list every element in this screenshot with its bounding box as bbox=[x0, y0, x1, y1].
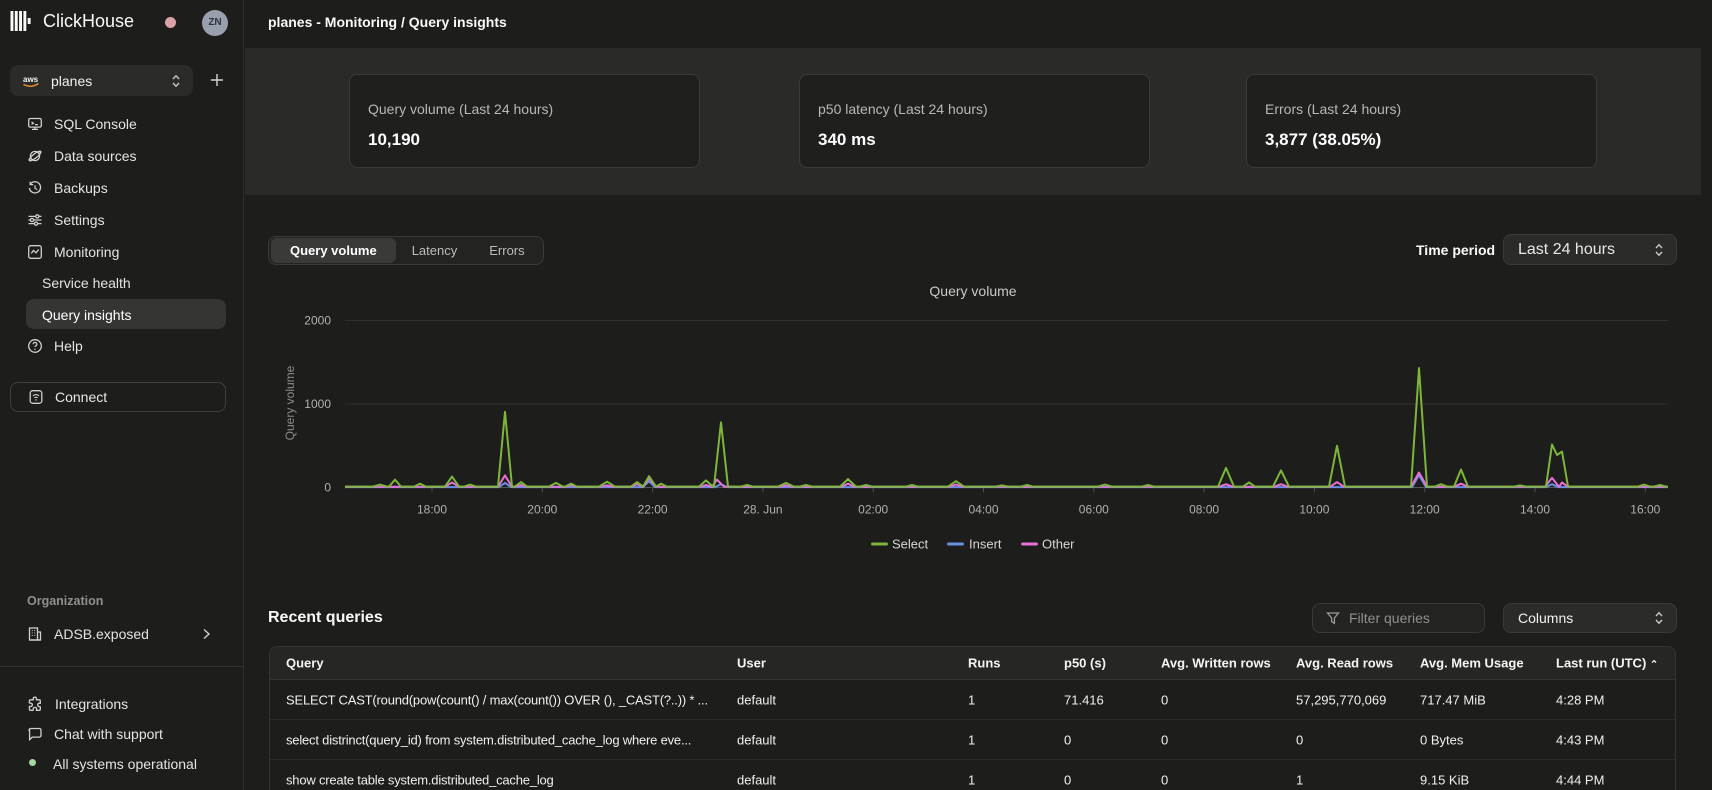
svg-text:28. Jun: 28. Jun bbox=[743, 503, 782, 517]
svg-text:18:00: 18:00 bbox=[417, 503, 447, 517]
svg-text:aws: aws bbox=[23, 75, 39, 84]
svg-text:04:00: 04:00 bbox=[968, 503, 998, 517]
svg-text:Other: Other bbox=[1042, 537, 1075, 552]
svg-text:14:00: 14:00 bbox=[1520, 503, 1550, 517]
svg-text:22:00: 22:00 bbox=[638, 503, 668, 517]
svg-text:02:00: 02:00 bbox=[858, 503, 888, 517]
svg-text:Insert: Insert bbox=[969, 537, 1002, 552]
svg-text:20:00: 20:00 bbox=[527, 503, 557, 517]
svg-text:2000: 2000 bbox=[304, 314, 331, 328]
svg-text:0: 0 bbox=[324, 481, 331, 495]
svg-text:08:00: 08:00 bbox=[1189, 503, 1219, 517]
svg-text:12:00: 12:00 bbox=[1410, 503, 1440, 517]
svg-text:16:00: 16:00 bbox=[1630, 503, 1660, 517]
svg-text:1000: 1000 bbox=[304, 397, 331, 411]
svg-text:Select: Select bbox=[892, 537, 929, 552]
svg-text:06:00: 06:00 bbox=[1079, 503, 1109, 517]
svg-text:10:00: 10:00 bbox=[1299, 503, 1329, 517]
